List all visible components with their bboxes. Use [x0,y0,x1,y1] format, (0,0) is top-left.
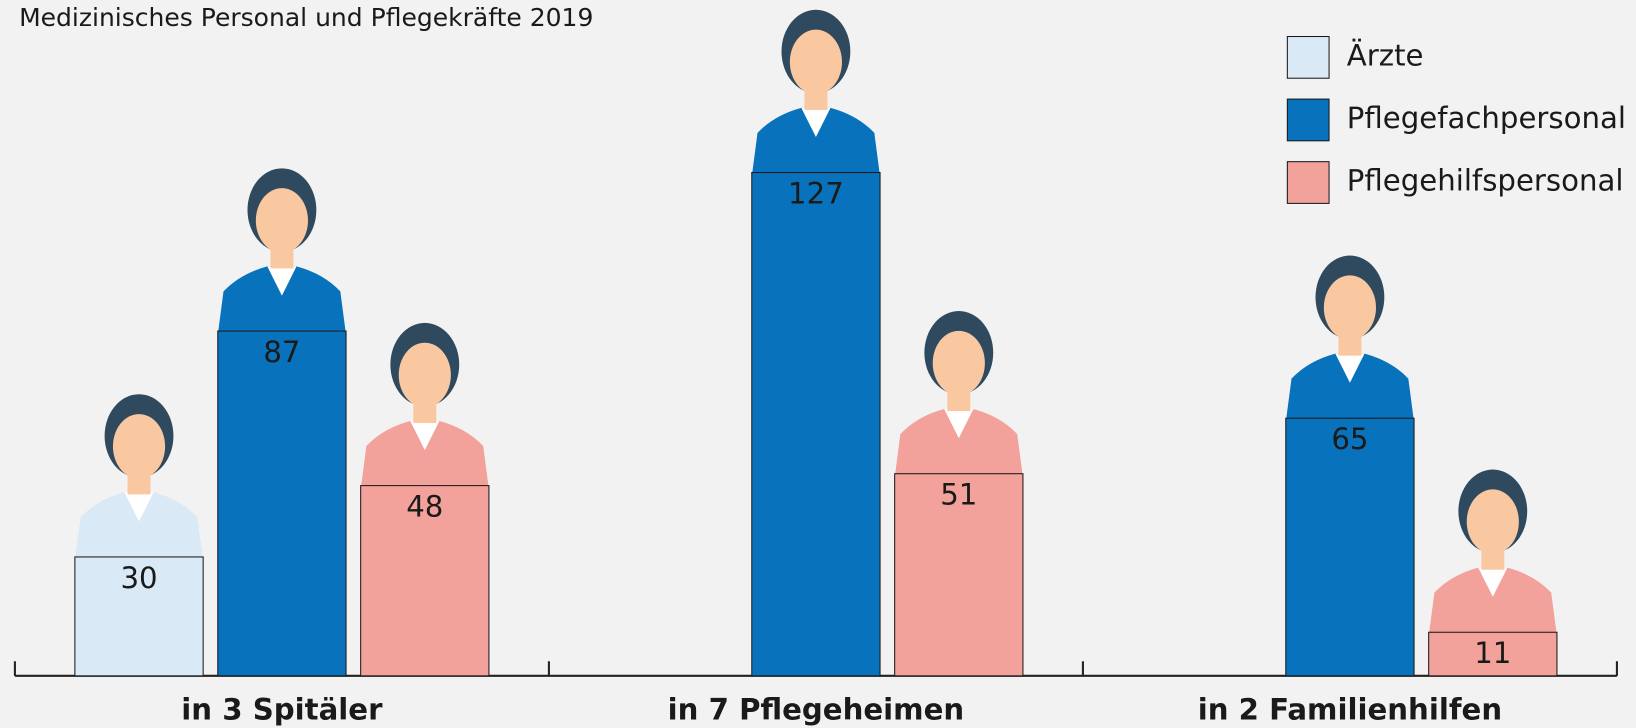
face [1324,275,1376,340]
value-label: 65 [1331,422,1368,456]
value-label: 48 [406,490,443,524]
value-label: 87 [263,335,300,369]
legend-label: Pflegehilfspersonal [1347,164,1624,198]
bar [1286,418,1414,676]
legend-label: Ärzte [1347,38,1424,72]
bar [752,173,880,676]
legend-swatch [1287,37,1329,79]
face [1467,489,1519,554]
bar [218,331,346,676]
x-tick-label: in 3 Spitäler [181,692,383,726]
legend-swatch [1287,162,1329,204]
x-tick-label: in 7 Pflegeheimen [668,692,965,726]
legend-label: Pflegefachpersonal [1347,101,1626,135]
value-label: 51 [940,478,977,512]
chart: Medizinisches Personal und Pflegekräfte … [0,0,1636,728]
face [256,188,308,253]
value-label: 30 [120,561,157,595]
value-label: 127 [788,176,844,210]
face [399,343,451,408]
face [790,30,842,95]
value-label: 11 [1474,636,1511,670]
chart-title: Medizinisches Personal und Pflegekräfte … [19,3,593,32]
x-tick-label: in 2 Familienhilfen [1198,692,1502,726]
face [113,414,165,479]
face [933,331,985,396]
legend-swatch [1287,99,1329,141]
